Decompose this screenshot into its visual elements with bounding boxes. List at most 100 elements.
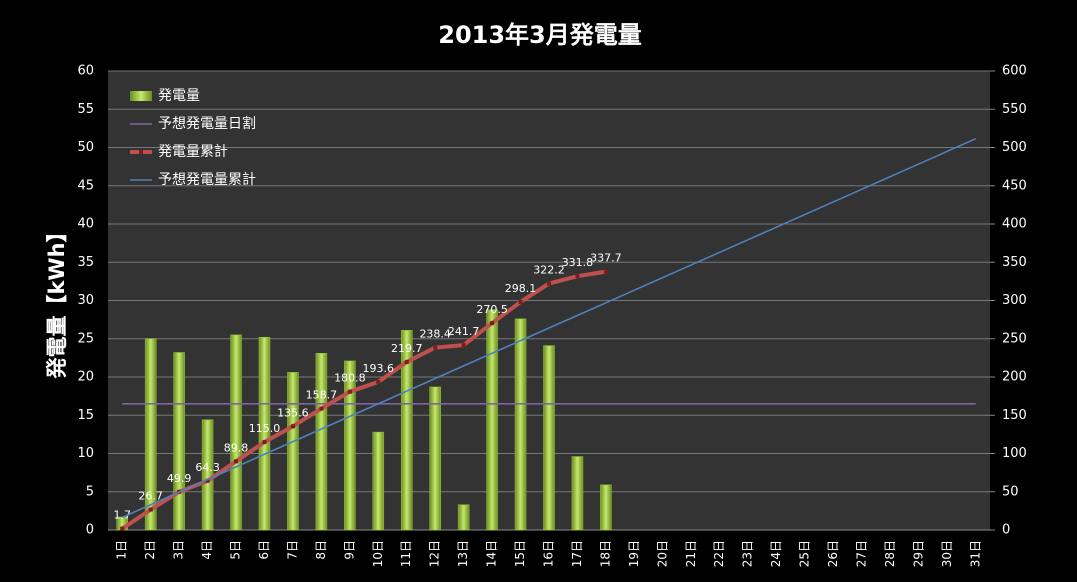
point-marker bbox=[518, 299, 523, 304]
data-label: 26.7 bbox=[138, 490, 163, 503]
bar bbox=[258, 336, 271, 531]
point-marker bbox=[319, 406, 324, 411]
point-marker bbox=[433, 345, 438, 350]
bar bbox=[457, 504, 470, 531]
data-label: 331.8 bbox=[562, 256, 594, 269]
x-tick-label: 17日 bbox=[570, 540, 584, 567]
data-label: 193.6 bbox=[363, 362, 395, 375]
y2-tick-label: 300 bbox=[1002, 293, 1027, 308]
x-tick-label: 2日 bbox=[143, 540, 157, 560]
x-tick-label: 25日 bbox=[798, 540, 812, 567]
bar bbox=[600, 484, 612, 531]
data-label: 115.0 bbox=[249, 422, 281, 435]
legend-label: 発電量 bbox=[158, 88, 200, 104]
bar bbox=[486, 309, 498, 531]
x-tick-label: 16日 bbox=[542, 540, 556, 567]
point-marker bbox=[376, 379, 381, 384]
x-tick-label: 12日 bbox=[428, 540, 442, 567]
bar bbox=[173, 352, 185, 531]
point-marker bbox=[461, 343, 466, 348]
series-line bbox=[121, 137, 977, 519]
bar bbox=[201, 419, 214, 531]
y-tick-label: 45 bbox=[77, 178, 94, 193]
point-marker bbox=[404, 359, 409, 364]
x-tick-label: 18日 bbox=[598, 540, 612, 567]
x-tick-label: 8日 bbox=[314, 540, 328, 560]
x-tick-label: 10日 bbox=[371, 540, 385, 567]
point-marker bbox=[262, 440, 267, 445]
y-axis-label: 発電量【kWh】 bbox=[45, 221, 69, 379]
x-tick-label: 26日 bbox=[826, 540, 840, 567]
y-tick-label: 15 bbox=[77, 408, 94, 423]
data-label: 158.7 bbox=[306, 389, 338, 402]
x-tick-label: 7日 bbox=[285, 540, 299, 560]
data-label: 49.9 bbox=[167, 472, 192, 485]
bar bbox=[287, 372, 299, 531]
point-marker bbox=[490, 321, 495, 326]
x-tick-label: 23日 bbox=[741, 540, 755, 567]
data-label: 64.3 bbox=[195, 461, 220, 474]
bar bbox=[571, 456, 584, 531]
legend-label: 発電量累計 bbox=[158, 144, 228, 160]
y2-tick-label: 0 bbox=[1002, 523, 1010, 538]
y2-tick-label: 600 bbox=[1002, 64, 1027, 79]
data-label: 135.6 bbox=[277, 406, 309, 419]
y2-tick-label: 500 bbox=[1002, 140, 1027, 155]
y-tick-label: 20 bbox=[77, 370, 94, 385]
bar bbox=[230, 334, 242, 531]
x-tick-label: 14日 bbox=[485, 540, 499, 567]
y-tick-label: 30 bbox=[77, 293, 94, 308]
legend-marker bbox=[139, 150, 143, 154]
bar bbox=[543, 345, 555, 531]
data-label: 337.7 bbox=[590, 252, 622, 265]
point-marker bbox=[205, 478, 210, 483]
data-label: 180.8 bbox=[334, 372, 366, 385]
y-tick-label: 55 bbox=[77, 102, 94, 117]
legend-label: 予想発電量累計 bbox=[158, 172, 256, 188]
y2-tick-label: 200 bbox=[1002, 370, 1027, 385]
y2-tick-label: 250 bbox=[1002, 331, 1027, 346]
bar bbox=[372, 431, 385, 531]
y-tick-label: 5 bbox=[86, 484, 94, 499]
bar bbox=[514, 318, 527, 531]
point-marker bbox=[347, 389, 352, 394]
y2-tick-label: 450 bbox=[1002, 178, 1027, 193]
y2-tick-label: 50 bbox=[1002, 484, 1019, 499]
x-tick-label: 22日 bbox=[712, 540, 726, 567]
bar bbox=[429, 386, 441, 531]
point-marker bbox=[148, 507, 153, 512]
x-tick-label: 1日 bbox=[115, 540, 129, 560]
x-tick-label: 19日 bbox=[627, 540, 641, 567]
data-label: 219.7 bbox=[391, 342, 423, 355]
x-tick-label: 20日 bbox=[655, 540, 669, 567]
x-tick-label: 24日 bbox=[769, 540, 783, 567]
x-tick-label: 31日 bbox=[968, 540, 982, 567]
legend-swatch bbox=[130, 91, 152, 101]
chart-title: 2013年3月発電量 bbox=[438, 21, 642, 49]
x-tick-label: 3日 bbox=[172, 540, 186, 560]
point-marker bbox=[603, 269, 608, 274]
data-label: 322.2 bbox=[533, 264, 565, 277]
y-tick-label: 10 bbox=[77, 446, 94, 461]
point-marker bbox=[234, 459, 239, 464]
legend-label: 予想発電量日割 bbox=[158, 115, 256, 132]
x-tick-label: 28日 bbox=[883, 540, 897, 567]
y-tick-label: 0 bbox=[86, 523, 94, 538]
data-label: 241.7 bbox=[448, 325, 480, 338]
point-marker bbox=[290, 424, 295, 429]
y2-tick-label: 550 bbox=[1002, 102, 1027, 117]
x-tick-label: 4日 bbox=[200, 540, 214, 560]
point-marker bbox=[547, 281, 551, 286]
x-tick-label: 9日 bbox=[342, 540, 356, 560]
point-marker bbox=[575, 274, 580, 279]
point-marker bbox=[120, 526, 125, 531]
x-tick-label: 13日 bbox=[456, 540, 470, 567]
bar bbox=[144, 338, 157, 531]
bar bbox=[400, 330, 413, 531]
x-tick-label: 15日 bbox=[513, 540, 527, 567]
x-tick-label: 30日 bbox=[940, 540, 954, 567]
y-tick-label: 50 bbox=[77, 140, 94, 155]
bar bbox=[315, 353, 328, 531]
